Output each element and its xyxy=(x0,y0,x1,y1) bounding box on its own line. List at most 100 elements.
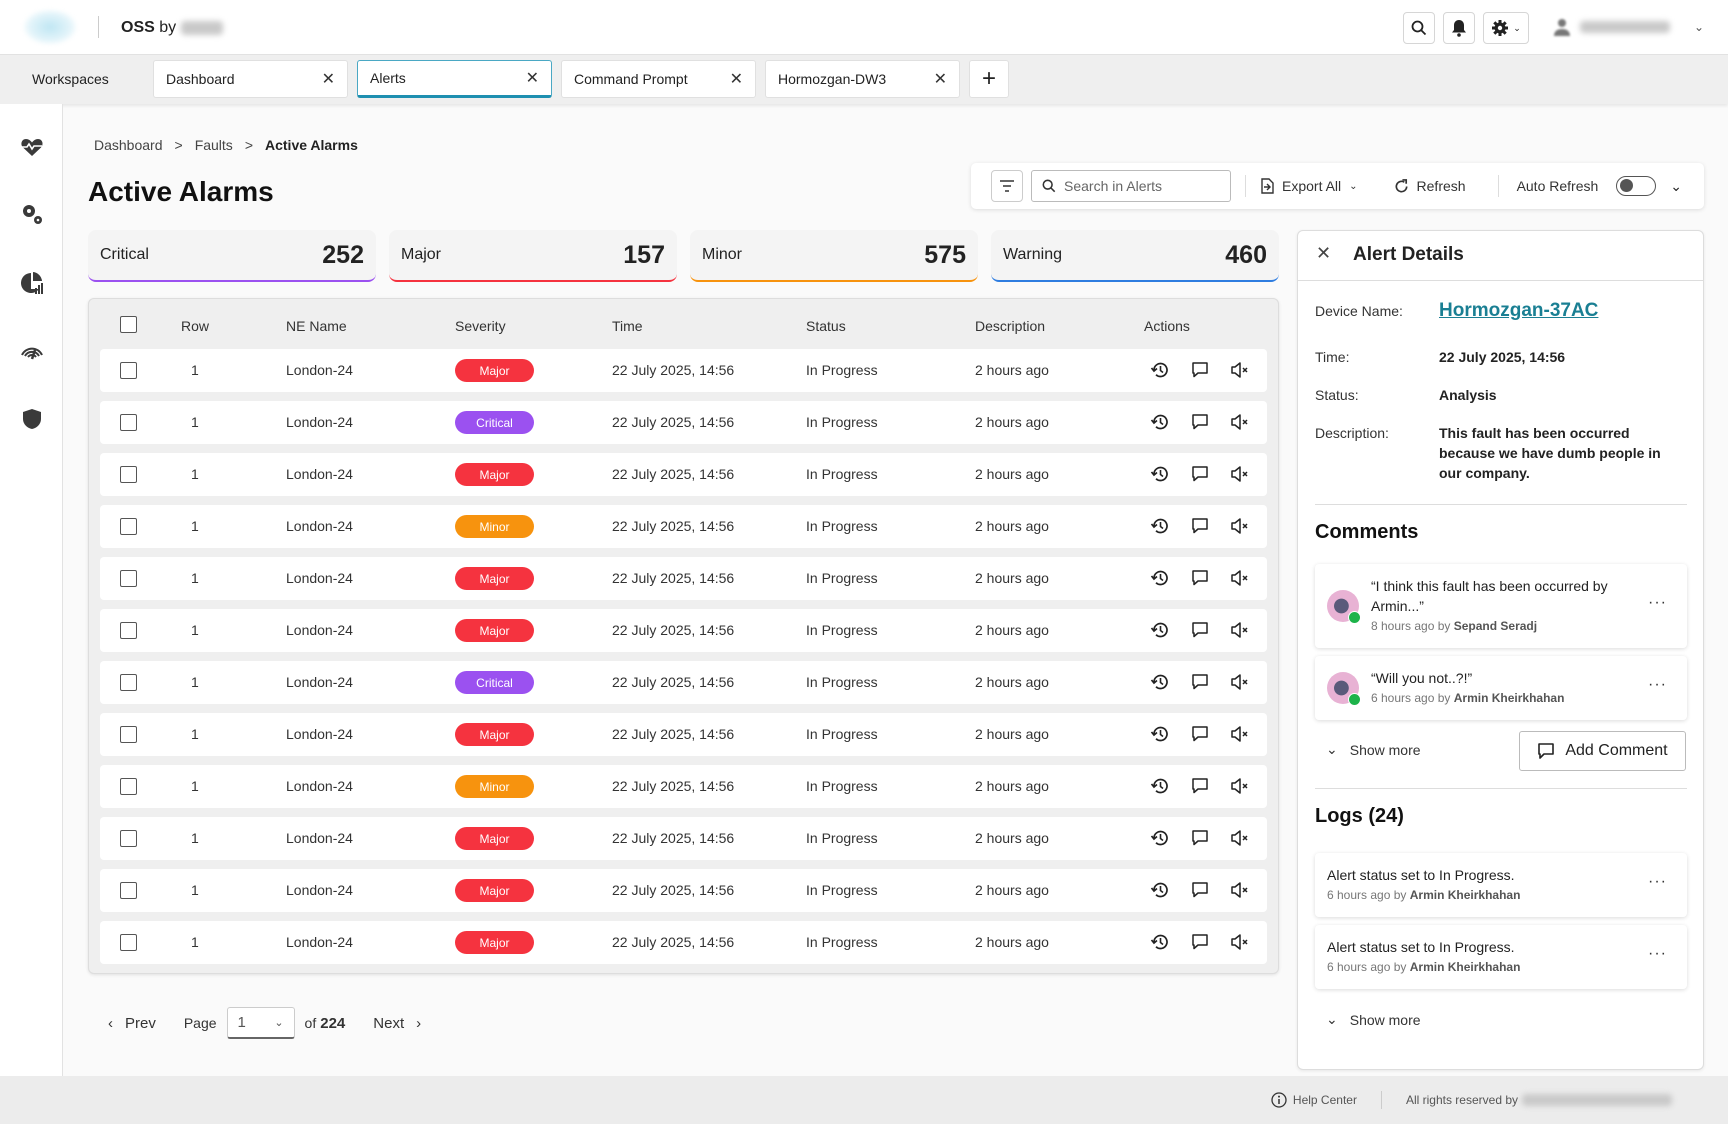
mute-icon[interactable] xyxy=(1230,464,1250,484)
table-row[interactable]: 1 London-24 Major 22 July 2025, 14:56 In Pro… xyxy=(100,453,1267,496)
table-row[interactable]: 1 London-24 Major 22 July 2025, 14:56 In Pro… xyxy=(100,817,1267,860)
table-row[interactable]: 1 London-24 Major 22 July 2025, 14:56 In Pro… xyxy=(100,557,1267,600)
more-options-icon[interactable]: ··· xyxy=(1648,945,1667,962)
table-row[interactable]: 1 London-24 Major 22 July 2025, 14:56 In Pro… xyxy=(100,609,1267,652)
chevron-right-icon[interactable]: › xyxy=(416,1014,422,1032)
select-all-checkbox[interactable] xyxy=(120,316,137,333)
mute-icon[interactable] xyxy=(1230,568,1250,588)
row-checkbox[interactable] xyxy=(120,570,137,587)
history-icon[interactable] xyxy=(1150,776,1170,796)
close-icon[interactable]: ✕ xyxy=(729,71,743,88)
history-icon[interactable] xyxy=(1150,672,1170,692)
auto-refresh-toggle[interactable] xyxy=(1616,176,1657,196)
row-checkbox[interactable] xyxy=(120,362,137,379)
history-icon[interactable] xyxy=(1150,828,1170,848)
history-icon[interactable] xyxy=(1150,464,1170,484)
logs-show-more-button[interactable]: ⌄ Show more xyxy=(1326,1011,1421,1028)
comment-icon[interactable] xyxy=(1190,464,1210,484)
comment-icon[interactable] xyxy=(1190,724,1210,744)
comment-icon[interactable] xyxy=(1190,932,1210,952)
row-checkbox[interactable] xyxy=(120,622,137,639)
history-icon[interactable] xyxy=(1150,932,1170,952)
column-header-description[interactable]: Description xyxy=(975,318,1046,334)
mute-icon[interactable] xyxy=(1230,724,1250,744)
mute-icon[interactable] xyxy=(1230,932,1250,952)
history-icon[interactable] xyxy=(1150,724,1170,744)
row-checkbox[interactable] xyxy=(120,726,137,743)
table-row[interactable]: 1 London-24 Minor 22 July 2025, 14:56 In Pro… xyxy=(100,505,1267,548)
mute-icon[interactable] xyxy=(1230,412,1250,432)
add-tab-button[interactable]: + xyxy=(969,60,1009,98)
history-icon[interactable] xyxy=(1150,516,1170,536)
tab-hormozgan-dw3[interactable]: Hormozgan-DW3 ✕ xyxy=(765,60,960,98)
table-row[interactable]: 1 London-24 Minor 22 July 2025, 14:56 In Pro… xyxy=(100,765,1267,808)
signal-gauge-icon[interactable] xyxy=(20,339,44,363)
column-header-status[interactable]: Status xyxy=(806,318,846,334)
close-icon[interactable]: ✕ xyxy=(321,71,335,88)
row-checkbox[interactable] xyxy=(120,466,137,483)
mute-icon[interactable] xyxy=(1230,828,1250,848)
help-center-link[interactable]: Help Center xyxy=(1271,1092,1357,1108)
more-options-icon[interactable]: ··· xyxy=(1648,594,1667,611)
row-checkbox[interactable] xyxy=(120,518,137,535)
mute-icon[interactable] xyxy=(1230,620,1250,640)
heart-pulse-icon[interactable] xyxy=(20,135,44,159)
history-icon[interactable] xyxy=(1150,620,1170,640)
column-header-severity[interactable]: Severity xyxy=(455,318,506,334)
pie-chart-icon[interactable] xyxy=(20,271,44,295)
stat-card-minor[interactable]: Minor 575 xyxy=(690,230,978,282)
stat-card-critical[interactable]: Critical 252 xyxy=(88,230,376,282)
breadcrumb-faults[interactable]: Faults xyxy=(194,137,233,153)
table-row[interactable]: 1 London-24 Major 22 July 2025, 14:56 In Pro… xyxy=(100,713,1267,756)
column-header-time[interactable]: Time xyxy=(612,318,643,334)
export-all-button[interactable]: Export All ⌄ xyxy=(1260,178,1358,194)
next-button[interactable]: Next xyxy=(373,1014,405,1032)
device-name-link[interactable]: Hormozgan-37AC xyxy=(1439,300,1599,321)
row-checkbox[interactable] xyxy=(120,674,137,691)
history-icon[interactable] xyxy=(1150,412,1170,432)
row-checkbox[interactable] xyxy=(120,830,137,847)
table-row[interactable]: 1 London-24 Major 22 July 2025, 14:56 In Pro… xyxy=(100,869,1267,912)
column-header-ne-name[interactable]: NE Name xyxy=(286,318,347,334)
breadcrumb-dashboard[interactable]: Dashboard xyxy=(94,137,163,153)
chevron-down-icon[interactable]: ⌄ xyxy=(1670,177,1683,194)
tab-dashboard[interactable]: Dashboard ✕ xyxy=(153,60,348,98)
add-comment-button[interactable]: Add Comment xyxy=(1519,731,1686,771)
comment-icon[interactable] xyxy=(1190,568,1210,588)
row-checkbox[interactable] xyxy=(120,414,137,431)
mute-icon[interactable] xyxy=(1230,776,1250,796)
history-icon[interactable] xyxy=(1150,568,1170,588)
tab-alerts[interactable]: Alerts ✕ xyxy=(357,60,552,98)
page-select[interactable]: 1 ⌄ xyxy=(226,1007,295,1039)
app-logo[interactable] xyxy=(24,10,76,44)
search-button[interactable] xyxy=(1403,12,1435,44)
comment-icon[interactable] xyxy=(1190,672,1210,692)
shield-icon[interactable] xyxy=(20,407,44,431)
comment-icon[interactable] xyxy=(1190,828,1210,848)
close-icon[interactable]: ✕ xyxy=(1316,243,1332,263)
stat-card-warning[interactable]: Warning 460 xyxy=(991,230,1279,282)
comment-icon[interactable] xyxy=(1190,360,1210,380)
user-menu[interactable]: ⌄ xyxy=(1548,8,1704,46)
mute-icon[interactable] xyxy=(1230,880,1250,900)
table-row[interactable]: 1 London-24 Critical 22 July 2025, 14:56 In … xyxy=(100,661,1267,704)
search-input[interactable]: Search in Alerts xyxy=(1031,170,1231,202)
refresh-button[interactable]: Refresh xyxy=(1394,178,1466,194)
settings-button[interactable]: ⌄ xyxy=(1483,12,1529,44)
mute-icon[interactable] xyxy=(1230,360,1250,380)
row-checkbox[interactable] xyxy=(120,778,137,795)
comment-icon[interactable] xyxy=(1190,516,1210,536)
row-checkbox[interactable] xyxy=(120,882,137,899)
comment-icon[interactable] xyxy=(1190,412,1210,432)
history-icon[interactable] xyxy=(1150,880,1170,900)
column-header-row[interactable]: Row xyxy=(181,318,210,334)
row-checkbox[interactable] xyxy=(120,934,137,951)
gears-icon[interactable] xyxy=(20,202,44,226)
table-row[interactable]: 1 London-24 Major 22 July 2025, 14:56 In Pro… xyxy=(100,921,1267,964)
comment-icon[interactable] xyxy=(1190,776,1210,796)
history-icon[interactable] xyxy=(1150,360,1170,380)
chevron-left-icon[interactable]: ‹ xyxy=(108,1014,113,1032)
filter-button[interactable] xyxy=(991,170,1023,202)
comment-icon[interactable] xyxy=(1190,880,1210,900)
mute-icon[interactable] xyxy=(1230,516,1250,536)
